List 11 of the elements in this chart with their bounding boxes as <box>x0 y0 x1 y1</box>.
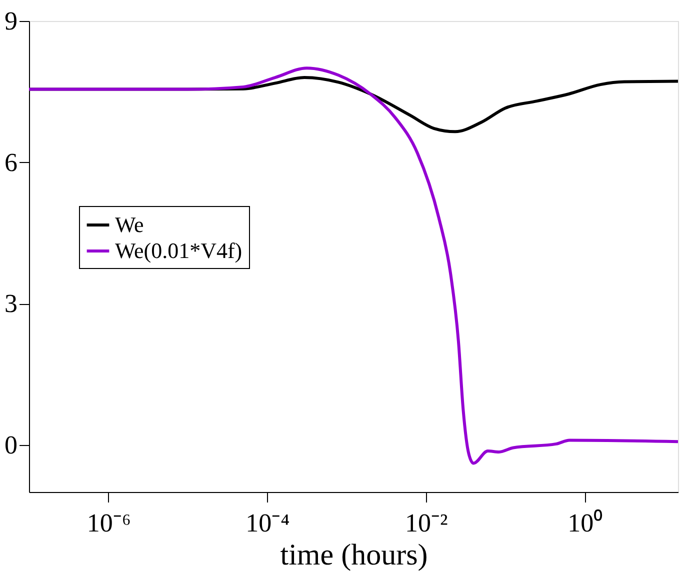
y-tick-label: 3 <box>4 289 18 318</box>
x-tick-label: 10⁰ <box>568 508 603 538</box>
y-tick-label: 6 <box>4 148 18 177</box>
legend-label: We <box>115 212 144 237</box>
y-tick-label: 0 <box>4 430 18 460</box>
x-axis-title: time (hours) <box>280 538 428 572</box>
x-tick-label: 10⁻⁶ <box>86 508 131 538</box>
y-tick-label: 9 <box>4 6 18 36</box>
x-tick-label: 10⁻² <box>404 508 448 538</box>
x-tick-label: 10⁻⁴ <box>246 508 290 538</box>
legend-label: We(0.01*V4f) <box>115 238 242 263</box>
